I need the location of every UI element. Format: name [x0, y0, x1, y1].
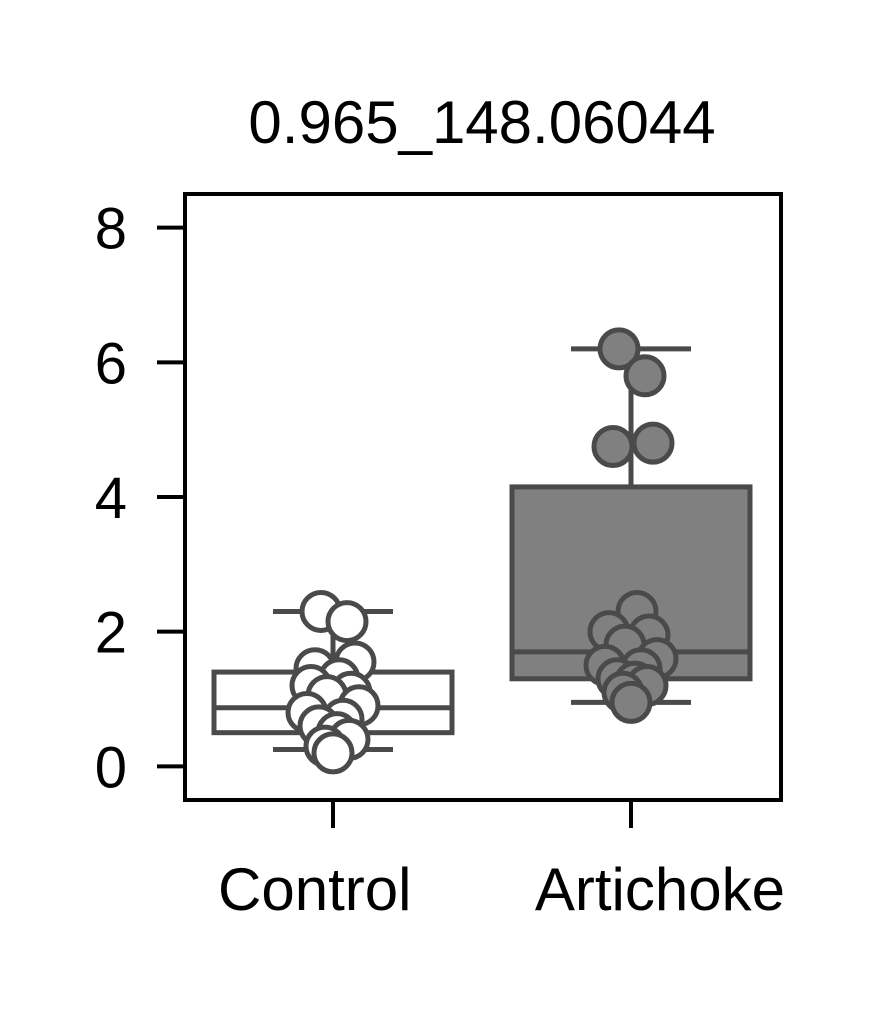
- y-tick-label: 8: [95, 197, 127, 262]
- data-point: [631, 421, 675, 465]
- box-control: [211, 589, 455, 775]
- data-point: [623, 354, 667, 398]
- x-tick-label: Artichoke: [535, 856, 785, 923]
- plot-layer: 0 2 4 6 8 Control Artichoke: [95, 192, 785, 923]
- y-tick-label: 4: [95, 466, 127, 531]
- data-point: [609, 680, 653, 724]
- chart-title: 0.965_148.06044: [248, 89, 715, 156]
- box-artichoke: [509, 327, 753, 724]
- data-point: [325, 600, 369, 644]
- y-tick-label: 6: [95, 331, 127, 396]
- data-point: [597, 327, 641, 371]
- data-point: [311, 731, 355, 775]
- x-tick-label: Control: [218, 856, 411, 923]
- y-tick-label: 0: [95, 735, 127, 800]
- data-point: [591, 425, 635, 468]
- y-tick-label: 2: [95, 601, 127, 666]
